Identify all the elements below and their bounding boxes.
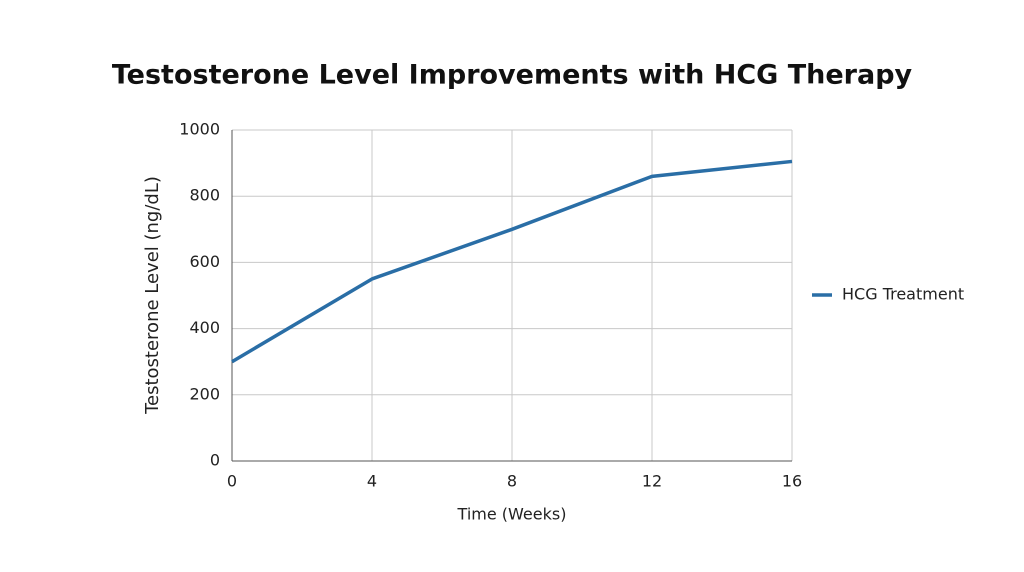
y-tick-label: 200 bbox=[189, 384, 220, 403]
y-tick-label: 1000 bbox=[179, 120, 220, 139]
y-tick-label: 400 bbox=[189, 318, 220, 337]
y-tick-label: 800 bbox=[189, 186, 220, 205]
legend-label: HCG Treatment bbox=[842, 285, 964, 304]
x-axis-label: Time (Weeks) bbox=[457, 505, 567, 524]
y-tick-label: 600 bbox=[189, 252, 220, 271]
x-tick-label: 0 bbox=[227, 472, 237, 491]
chart-title: Testosterone Level Improvements with HCG… bbox=[112, 60, 913, 91]
y-axis-label: Testosterone Level (ng/dL) bbox=[142, 176, 163, 415]
x-tick-label: 4 bbox=[367, 472, 377, 491]
y-tick-label: 0 bbox=[210, 451, 220, 470]
x-tick-label: 16 bbox=[782, 472, 802, 491]
x-tick-label: 12 bbox=[642, 472, 662, 491]
data-line bbox=[231, 159, 793, 364]
x-tick-label: 8 bbox=[507, 472, 517, 491]
